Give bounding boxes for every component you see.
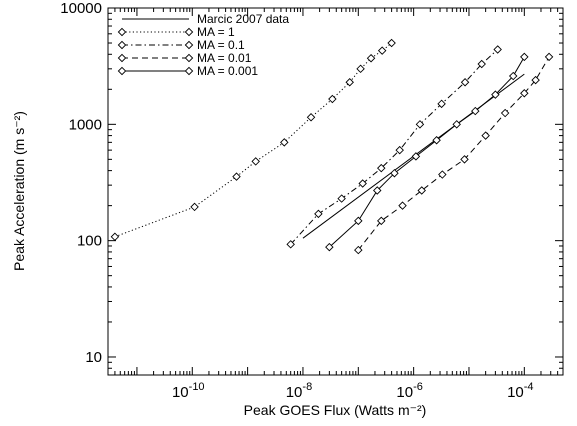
y-tick-label: 10000 xyxy=(60,0,102,17)
data-point xyxy=(356,64,365,74)
y-tick-label: 10 xyxy=(85,349,102,366)
series-line xyxy=(357,56,550,251)
legend-entry-label: MA = 0.1 xyxy=(197,38,245,52)
legend-marker xyxy=(117,53,127,63)
data-point xyxy=(390,168,399,178)
data-point xyxy=(491,90,500,99)
series-3 xyxy=(354,52,554,255)
data-point xyxy=(411,152,421,161)
legend-marker xyxy=(117,27,127,37)
legend-entry-label: MA = 0.001 xyxy=(197,64,258,78)
data-point xyxy=(437,99,446,109)
series-line xyxy=(290,49,499,245)
data-point xyxy=(251,157,260,166)
legend-marker xyxy=(117,66,127,76)
y-axis-label: Peak Acceleration (m s⁻²) xyxy=(11,111,27,271)
data-point xyxy=(460,155,469,164)
data-point xyxy=(354,245,363,255)
legend-marker xyxy=(117,40,127,50)
data-point xyxy=(477,59,486,69)
data-point xyxy=(325,242,334,252)
data-point xyxy=(373,186,382,195)
data-point xyxy=(417,186,426,195)
data-point xyxy=(286,240,295,249)
legend-entry-label: MA = 1 xyxy=(197,25,235,39)
data-point xyxy=(500,108,510,118)
x-tick-label: 10-10 xyxy=(172,381,205,401)
data-point xyxy=(337,194,346,203)
data-point xyxy=(345,78,354,87)
data-point xyxy=(354,216,363,226)
data-point xyxy=(452,120,461,129)
data-point xyxy=(471,106,480,116)
data-point xyxy=(306,113,316,122)
data-point xyxy=(438,170,447,179)
tick-labels: 10-10 10-8 10-6 10-4 10 100 1000 10000 xyxy=(60,0,533,401)
legend-entry-label: MA = 0.01 xyxy=(197,51,252,65)
series-1 xyxy=(110,38,396,242)
axis-ticks xyxy=(107,7,564,376)
data-point xyxy=(190,202,199,212)
data-point xyxy=(314,209,323,219)
legend-marker xyxy=(184,66,194,76)
legend-marker xyxy=(184,40,194,50)
data-point xyxy=(328,94,337,104)
legend-marker xyxy=(184,53,194,63)
data-point xyxy=(377,216,386,226)
legend-marker xyxy=(184,27,194,37)
legend-entry-label: Marcic 2007 data xyxy=(197,12,289,26)
data-point xyxy=(432,135,441,145)
x-tick-label: 10-8 xyxy=(286,381,312,401)
data-point xyxy=(395,145,404,155)
data-point xyxy=(481,131,490,140)
data-point xyxy=(415,120,425,129)
data-point xyxy=(377,46,387,55)
y-tick-label: 1000 xyxy=(69,116,102,133)
data-point xyxy=(377,163,386,173)
data-point xyxy=(508,71,518,81)
data-point xyxy=(280,138,289,147)
series-2 xyxy=(286,45,502,249)
data-point xyxy=(232,172,241,181)
x-tick-label: 10-4 xyxy=(507,381,533,401)
data-point xyxy=(544,52,554,62)
plot-frame xyxy=(107,7,564,376)
data-point xyxy=(366,53,376,63)
data-point xyxy=(358,179,367,188)
data-point xyxy=(531,75,540,85)
series-4 xyxy=(325,52,529,252)
x-tick-label: 10-6 xyxy=(396,381,422,401)
y-tick-label: 100 xyxy=(77,233,102,250)
data-point xyxy=(520,89,529,98)
data-point xyxy=(460,78,470,87)
data-point xyxy=(387,38,396,48)
data-point xyxy=(110,232,120,242)
data-point xyxy=(493,45,502,54)
data-point xyxy=(398,201,407,210)
data-point xyxy=(520,52,529,62)
series-layer xyxy=(110,38,554,255)
x-axis-label: Peak GOES Flux (Watts m⁻²) xyxy=(244,402,427,418)
